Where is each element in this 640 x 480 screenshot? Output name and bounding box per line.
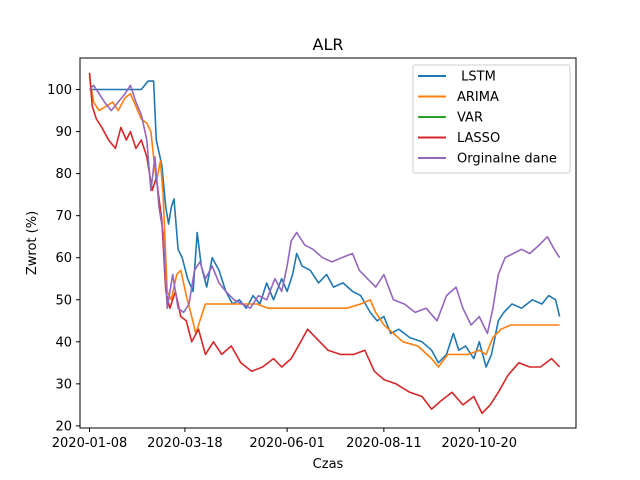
plot-frame — [79, 57, 577, 429]
legend-label: LASSO — [457, 131, 500, 146]
y-tick-label: 100 — [47, 83, 72, 98]
y-tick-label: 50 — [55, 293, 72, 308]
x-tick-label: 2020-01-08 — [52, 436, 128, 451]
legend: LSTM ARIMA VAR LASSO Orginalne dane — [412, 64, 571, 174]
y-axis-label: Zwrot (%) — [25, 211, 40, 275]
series-line-lstm — [89, 80, 561, 368]
series-line-arima — [88, 76, 560, 368]
x-tick-label: 2020-10-20 — [441, 436, 517, 451]
x-tick-label: 2020-03-18 — [147, 436, 223, 451]
series-line-lasso — [88, 72, 561, 415]
legend-label: Orginalne dane — [457, 152, 557, 167]
y-tick-label: 60 — [55, 251, 72, 266]
legend-label: ARIMA — [457, 90, 499, 105]
chart-title: ALR — [313, 35, 344, 54]
x-axis: 2020-01-08 2020-03-18 2020-06-01 2020-08-11… — [52, 428, 517, 451]
legend-frame — [412, 64, 571, 174]
y-tick-label: 20 — [55, 419, 72, 434]
plot-lines — [88, 72, 561, 415]
y-tick-label: 90 — [55, 125, 72, 140]
legend-label: VAR — [457, 111, 483, 126]
series-line-orginalne-dane — [88, 84, 561, 335]
y-tick-label: 70 — [55, 209, 72, 224]
x-tick-label: 2020-06-01 — [249, 436, 325, 451]
y-axis: 20 30 40 50 60 70 80 90 100 — [47, 83, 80, 434]
y-tick-label: 40 — [55, 335, 72, 350]
x-tick-label: 2020-08-11 — [346, 436, 422, 451]
y-tick-label: 30 — [55, 377, 72, 392]
y-tick-label: 80 — [55, 167, 72, 182]
x-axis-label: Czas — [313, 457, 344, 472]
legend-label: LSTM — [457, 70, 496, 85]
